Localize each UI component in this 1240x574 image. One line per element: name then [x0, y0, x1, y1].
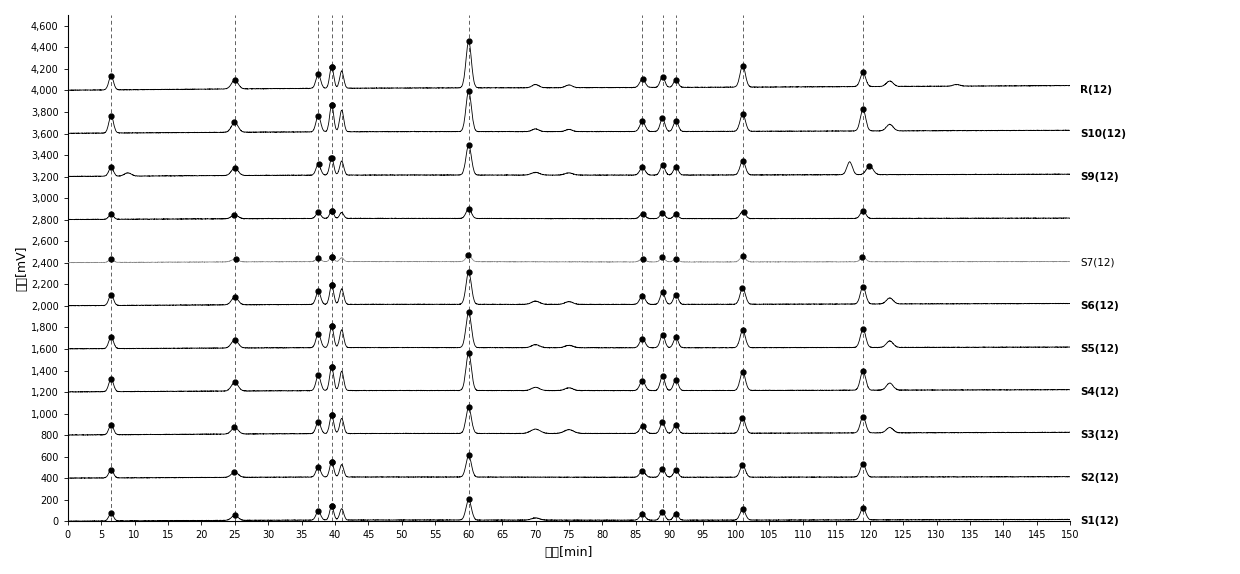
- Text: S3(12): S3(12): [1080, 430, 1118, 440]
- Y-axis label: 信号[mV]: 信号[mV]: [15, 246, 29, 291]
- Text: R(12): R(12): [1080, 86, 1112, 95]
- X-axis label: 时间[min]: 时间[min]: [544, 546, 593, 559]
- Text: S10(12): S10(12): [1080, 129, 1126, 138]
- Text: S2(12): S2(12): [1080, 474, 1118, 483]
- Text: S4(12): S4(12): [1080, 387, 1118, 397]
- Text: S1(12): S1(12): [1080, 517, 1118, 526]
- Text: S5(12): S5(12): [1080, 344, 1118, 354]
- Text: S7(12): S7(12): [1080, 258, 1115, 268]
- Text: S6(12): S6(12): [1080, 301, 1118, 311]
- Text: S9(12): S9(12): [1080, 172, 1118, 181]
